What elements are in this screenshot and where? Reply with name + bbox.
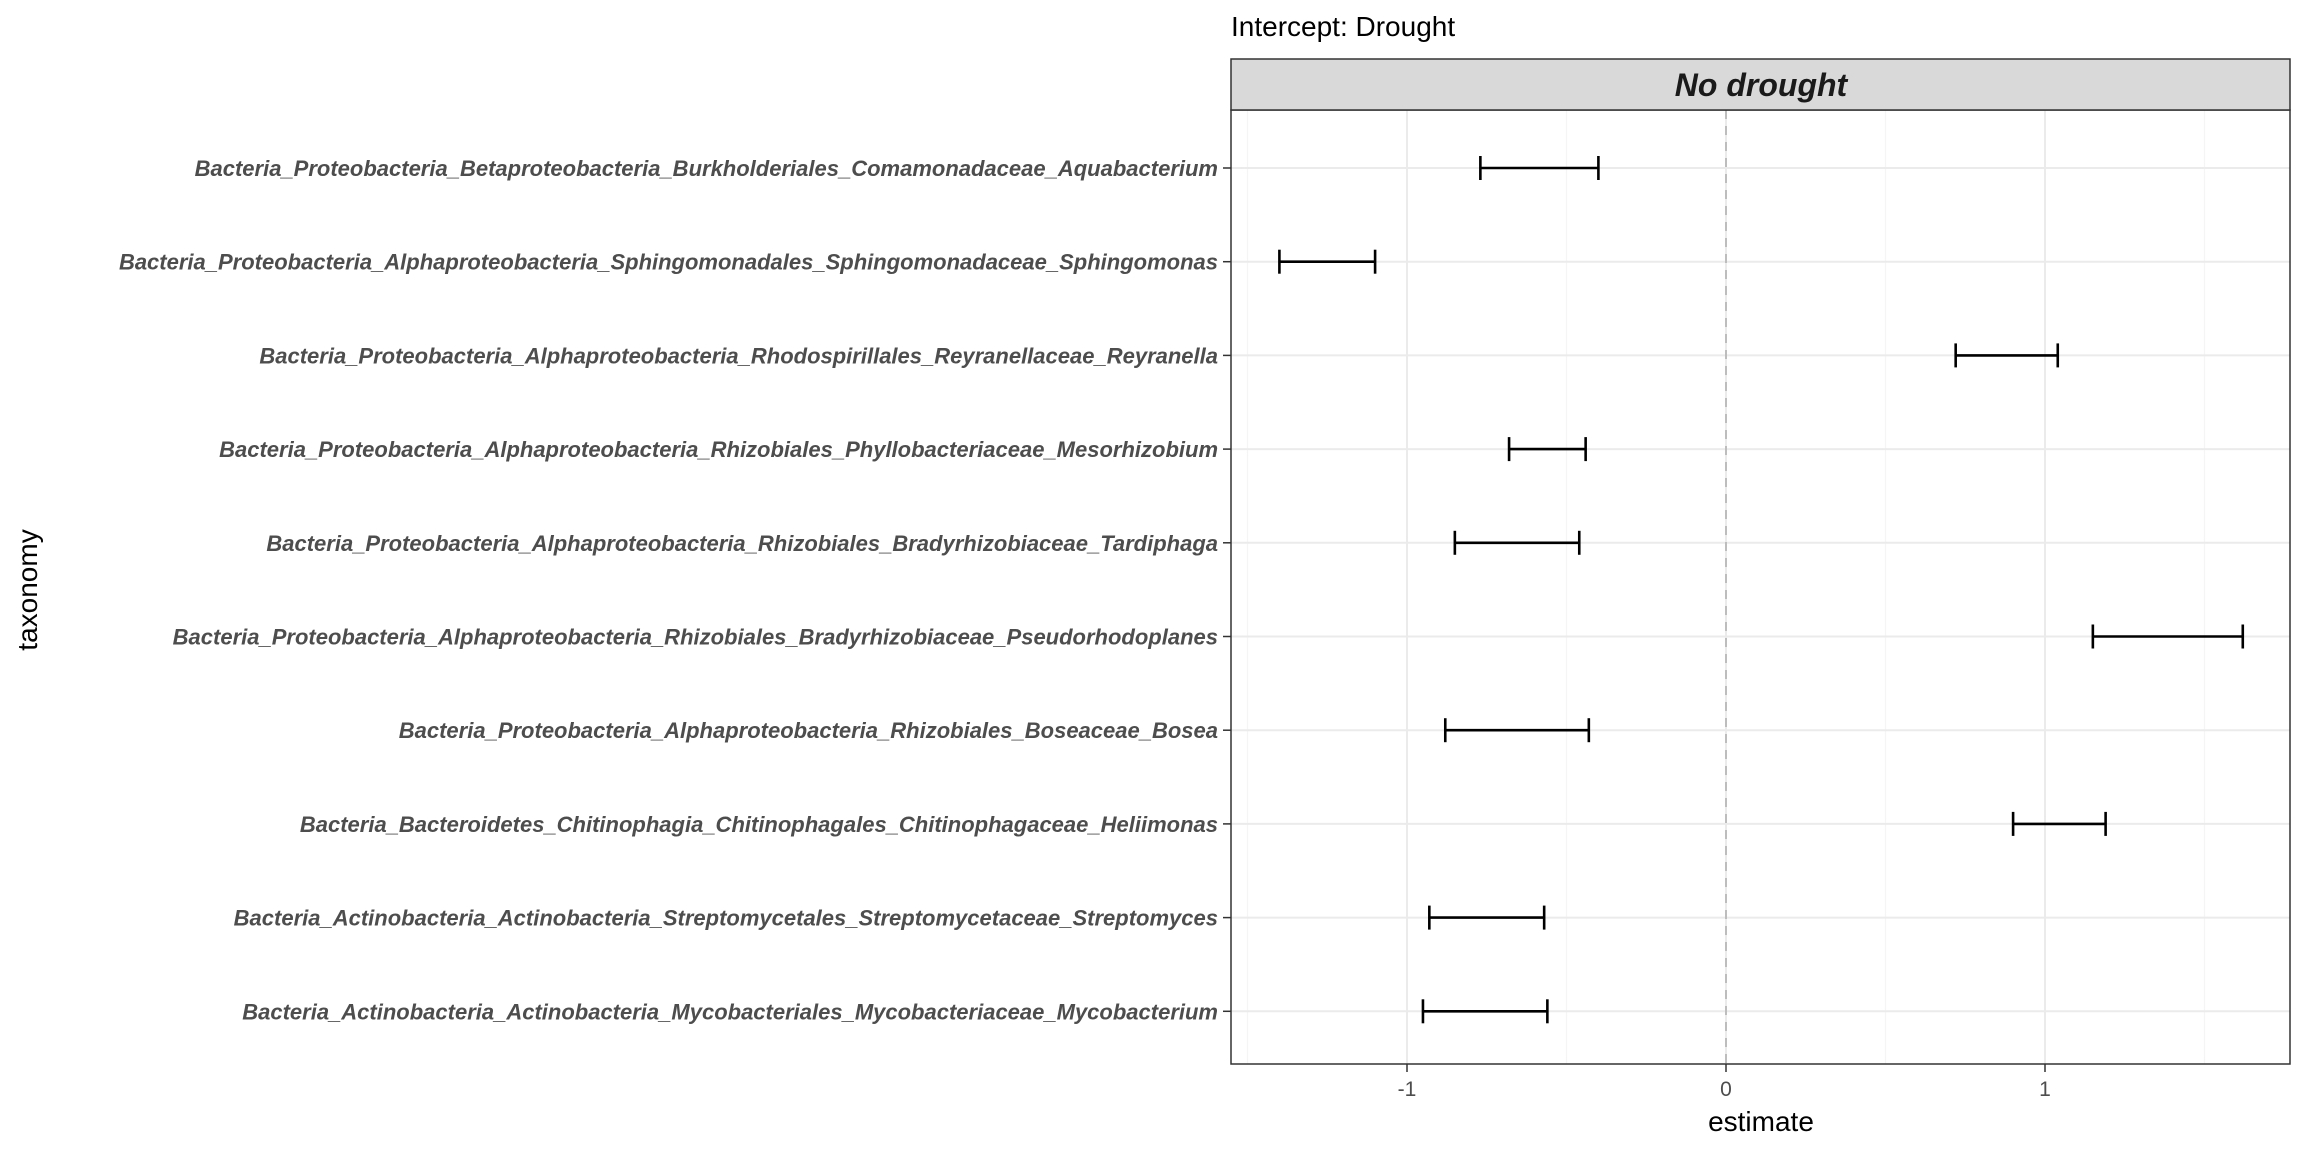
errorbar	[1421, 999, 1549, 1024]
chart-title: Intercept: Drought	[1231, 11, 1455, 42]
y-tick-label: Bacteria_Proteobacteria_Alphaproteobacte…	[119, 250, 1218, 275]
x-tick-label: 0	[1720, 1078, 1732, 1101]
y-tick-label: Bacteria_Proteobacteria_Alphaproteobacte…	[399, 718, 1218, 743]
plot-panel	[1230, 109, 2291, 1065]
y-tick-label: Bacteria_Proteobacteria_Alphaproteobacte…	[219, 437, 1218, 462]
errorbar	[1443, 718, 1591, 743]
facet-strip-label: No drought	[1675, 67, 1849, 103]
errorbar	[1954, 343, 2060, 368]
y-tick-label: Bacteria_Actinobacteria_Actinobacteria_M…	[242, 999, 1218, 1024]
errorbar	[2091, 624, 2245, 649]
panel-background	[1231, 110, 2290, 1064]
errorbar	[1479, 156, 1600, 180]
y-tick-label: Bacteria_Proteobacteria_Alphaproteobacte…	[173, 625, 1218, 650]
errorbar	[1428, 905, 1546, 930]
facet-strip	[1230, 58, 2291, 111]
y-tick-label: Bacteria_Bacteroidetes_Chitinophagia_Chi…	[300, 812, 1218, 837]
x-axis-title: estimate	[1708, 1106, 1814, 1137]
y-axis-title: taxonomy	[12, 529, 43, 650]
y-axis: Bacteria_Proteobacteria_Betaproteobacter…	[119, 156, 1231, 1024]
errorbar	[1453, 530, 1581, 555]
x-axis: -1 0 1	[1398, 1064, 2051, 1101]
y-tick-label: Bacteria_Proteobacteria_Betaproteobacter…	[195, 156, 1218, 181]
errorbar	[2011, 811, 2107, 836]
x-tick-label: -1	[1398, 1078, 1417, 1101]
y-tick-label: Bacteria_Proteobacteria_Alphaproteobacte…	[266, 531, 1218, 556]
y-tick-label: Bacteria_Proteobacteria_Alphaproteobacte…	[259, 343, 1218, 368]
y-tick-label: Bacteria_Actinobacteria_Actinobacteria_S…	[234, 906, 1218, 931]
errorbar	[1278, 249, 1377, 274]
errorbar	[1507, 437, 1587, 462]
x-tick-label: 1	[2039, 1078, 2051, 1101]
